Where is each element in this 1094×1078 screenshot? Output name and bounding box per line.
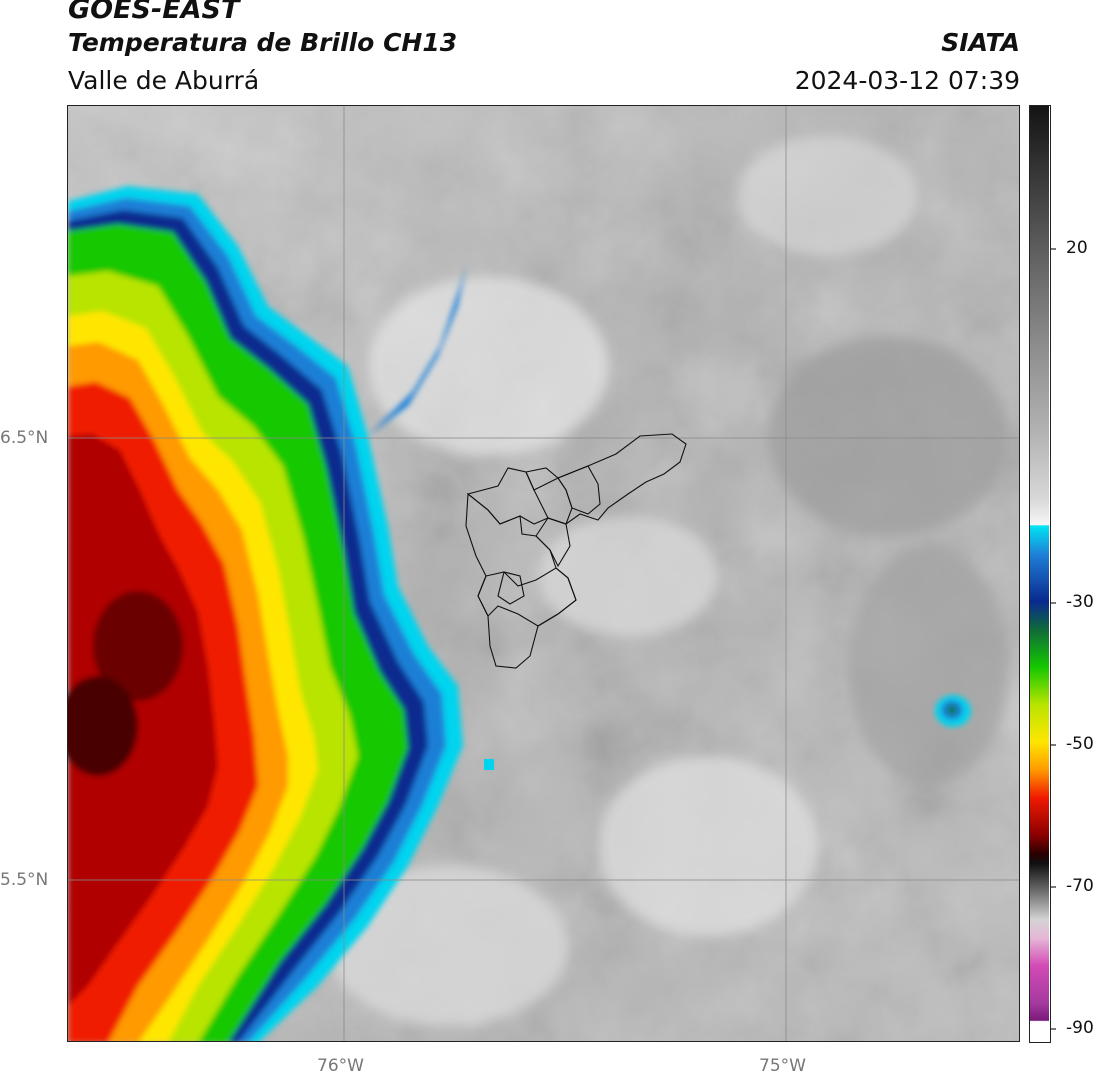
graticule [68, 106, 1019, 1041]
colorbar-tick-minus50: -50 [1066, 734, 1094, 754]
channel-title: Temperatura de Brillo CH13 [68, 28, 458, 57]
product-title: GOES-EAST [68, 0, 240, 25]
municipal-boundaries [465, 433, 687, 669]
colorbar-gradient [1030, 106, 1049, 1041]
colorbar-tick-minus90: -90 [1066, 1018, 1094, 1038]
lat-label-5-5: 5.5°N [0, 870, 49, 890]
colorbar-ticks [1050, 248, 1056, 1030]
lon-label-75w: 75°W [759, 1056, 806, 1076]
region-subtitle: Valle de Aburrá [68, 66, 260, 95]
lat-label-6-5: 6.5°N [0, 428, 49, 448]
satellite-map[interactable] [67, 105, 1020, 1042]
brand-label: SIATA [941, 28, 1020, 57]
colorbar-tick-minus30: -30 [1066, 592, 1094, 612]
colorbar-tick-20: 20 [1066, 238, 1088, 258]
colorbar-tick-minus70: -70 [1066, 876, 1094, 896]
lon-label-76w: 76°W [317, 1056, 364, 1076]
timestamp: 2024-03-12 07:39 [794, 66, 1020, 95]
temperature-colorbar [1029, 105, 1051, 1043]
satellite-imagery [68, 106, 1019, 1041]
